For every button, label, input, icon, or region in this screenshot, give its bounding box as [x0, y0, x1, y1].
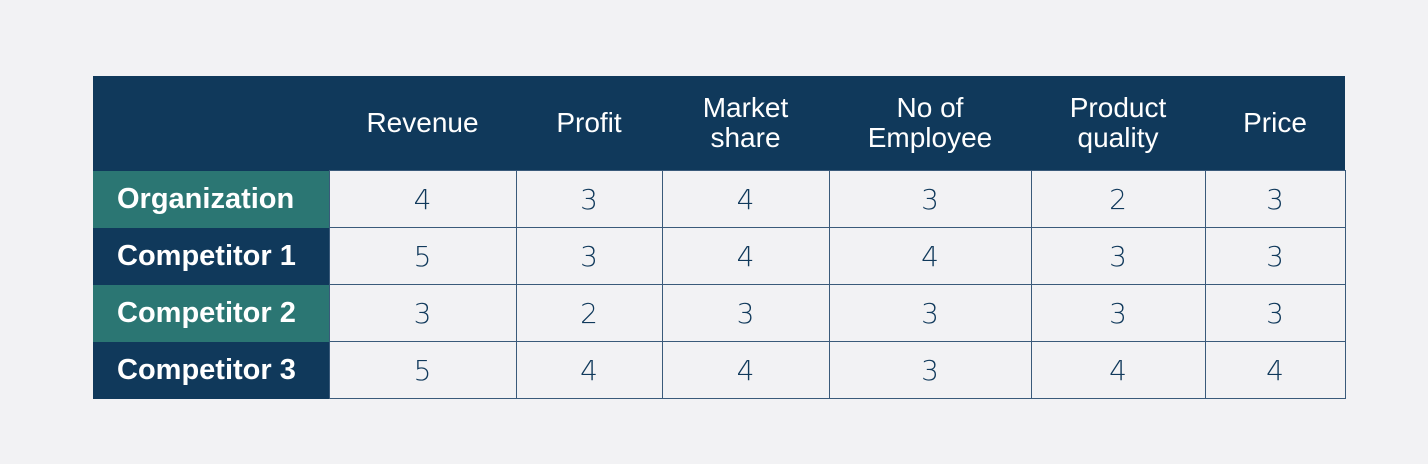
table-cell: 4 — [661, 341, 830, 399]
row-label: Organization — [93, 170, 329, 228]
table-cell: 3 — [661, 284, 830, 342]
table-cell: 3 — [828, 170, 1032, 228]
row-label: Competitor 1 — [93, 227, 329, 285]
table-cell: 5 — [328, 227, 517, 285]
column-header: No of Employee — [829, 76, 1031, 171]
table-cell: 4 — [328, 170, 517, 228]
row-label: Competitor 2 — [93, 284, 329, 342]
table-cell: 3 — [1030, 284, 1206, 342]
table-cell: 4 — [661, 170, 830, 228]
column-header: Market share — [662, 76, 829, 171]
column-header: Product quality — [1031, 76, 1205, 171]
column-header: Profit — [516, 76, 662, 171]
column-header: Price — [1205, 76, 1345, 171]
comparison-table: Revenue Profit Market share No of Employ… — [93, 76, 1346, 399]
corner-cell — [93, 76, 329, 171]
table-cell: 3 — [1204, 170, 1346, 228]
column-header: Revenue — [329, 76, 516, 171]
table-row: Organization 4 3 4 3 2 3 — [93, 170, 1346, 228]
table-cell: 3 — [1204, 284, 1346, 342]
table-cell: 2 — [1030, 170, 1206, 228]
row-label: Competitor 3 — [93, 341, 329, 399]
table-cell: 3 — [515, 170, 663, 228]
table-cell: 3 — [828, 341, 1032, 399]
table-cell: 4 — [661, 227, 830, 285]
header-row: Revenue Profit Market share No of Employ… — [93, 76, 1345, 171]
table-cell: 3 — [515, 227, 663, 285]
table-cell: 4 — [828, 227, 1032, 285]
table-cell: 3 — [828, 284, 1032, 342]
table-cell: 4 — [515, 341, 663, 399]
table-cell: 3 — [1030, 227, 1206, 285]
table-cell: 5 — [328, 341, 517, 399]
table-cell: 4 — [1030, 341, 1206, 399]
table-cell: 3 — [1204, 227, 1346, 285]
table-cell: 4 — [1204, 341, 1346, 399]
table-cell: 2 — [515, 284, 663, 342]
table-cell: 3 — [328, 284, 517, 342]
